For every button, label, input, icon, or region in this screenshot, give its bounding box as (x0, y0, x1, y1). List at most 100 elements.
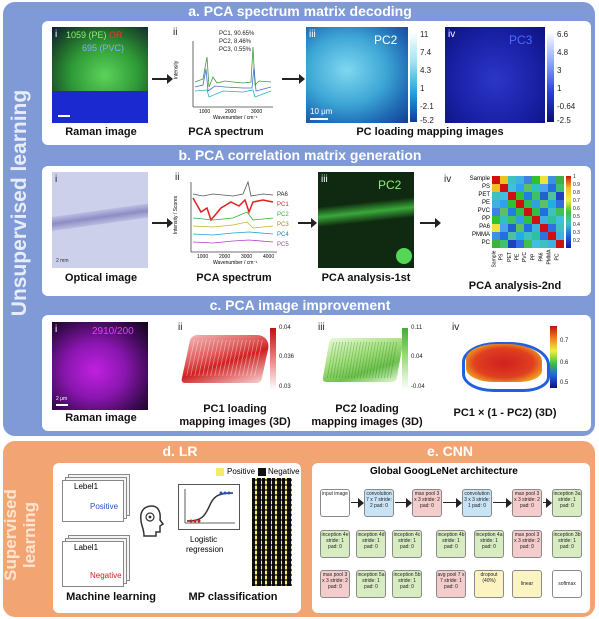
unsupervised-label: Unsupervised learning (8, 89, 31, 317)
node-maxpool-1: max pool 3 x 3 stride: 2 pad: 0 (412, 489, 442, 517)
node-inception-4a: inception 4a stride: 1 pad: 0 (474, 530, 504, 558)
pc2-label: PC2 (378, 178, 402, 192)
col-label: PA6 (538, 252, 545, 262)
arrow-e (543, 498, 552, 508)
row-label: PA6 (479, 224, 490, 230)
pc1-3d-surface-noise (186, 340, 264, 376)
caption-optical-image: Optical image (64, 272, 138, 284)
section-a-title: a. PCA spectrum matrix decoding (188, 3, 412, 19)
correlation-matrix-labels: Sample PS PET PE PVC PP PA6 PMMA PC (450, 176, 490, 252)
negative-label: Negative (90, 571, 122, 580)
caption-mp-classification: MP classification (188, 591, 278, 603)
colorbar-pc3 (547, 32, 554, 122)
colorbar-pc2-3d (402, 328, 408, 390)
doc-stack-positive: Lebel1 Positive (62, 474, 132, 522)
node-inception-5a: inception 5a stride: 1 pad: 0 (356, 570, 386, 598)
cb-tick: 4.8 (557, 48, 569, 57)
pc2-3d-surface-noise (326, 342, 400, 378)
arrow-e (493, 498, 512, 508)
legend-pc4: PC4 (277, 232, 289, 238)
x-tick-2000: 2000 (219, 254, 231, 260)
node-maxpool-3: max pool 3 x 3 stride: 2 pad: 0 (512, 530, 542, 558)
colorbar-pc2 (410, 32, 417, 122)
cb-tick: 0.7 (560, 338, 569, 344)
row-label: PP (481, 216, 490, 222)
y-axis-label: Intensity / Scores (173, 195, 180, 235)
arrow-b2 (298, 218, 317, 228)
caption-pc2-mapping: mapping images (3D) (311, 416, 423, 428)
cb-tick: 0.04 (411, 354, 423, 360)
roman-numeral: ii (178, 322, 183, 333)
scale-label: 2 μm (56, 396, 68, 402)
pc1-pc2-3d-surface (466, 344, 542, 382)
correlation-matrix-heatmap (492, 176, 564, 248)
cb-tick: 0.6 (560, 360, 569, 366)
regression-label: regression (186, 545, 224, 554)
caption-pc1-loading: PC1 loading (203, 403, 267, 415)
cb-tick: 1 (557, 84, 562, 93)
scale-bar (58, 115, 70, 117)
roman-numeral: iv (444, 174, 452, 185)
row-label: PMMA (472, 232, 490, 238)
colorbar-correlation (566, 176, 571, 248)
raman-image-a: i 1059 (PE) OR 695 (PVC) (52, 27, 148, 123)
col-label: PP (530, 253, 537, 261)
section-e-title: e. CNN (427, 443, 473, 459)
scale-bar (310, 118, 328, 120)
doc-label: Lebel1 (74, 482, 99, 491)
cb-tick: 1 (420, 84, 425, 93)
section-d-title: d. LR (162, 443, 198, 459)
row-label: PET (478, 192, 490, 198)
scale-label: 2 mm (56, 258, 69, 264)
cb-tick: 3 (557, 66, 562, 75)
green-spot (396, 248, 412, 264)
node-inception-4b: inception 4b stride: 1 pad: 0 (436, 530, 466, 558)
spectrum-a-svg (192, 41, 273, 108)
col-label: PVC (522, 251, 529, 263)
row-label: PVC (477, 208, 490, 214)
caption-pca-spectrum-b: PCA spectrum (196, 272, 272, 284)
roman-numeral: iii (321, 174, 328, 185)
architecture-title: Global GoogLeNet architecture (370, 466, 518, 477)
cb-tick: 6.6 (557, 30, 569, 39)
x-tick-4000: 4000 (263, 254, 275, 260)
pvc-label: 695 (PVC) (82, 43, 125, 53)
cb-tick: -2.5 (557, 116, 571, 125)
pc2-label: PC2 (374, 33, 398, 47)
node-inception-3b: inception 3b stride: 1 pad: 0 (552, 530, 582, 558)
roman-numeral: ii (173, 27, 178, 38)
row-label: PC (481, 240, 490, 246)
caption-raman-image: Raman image (65, 126, 137, 138)
scale-bar (56, 404, 68, 406)
fiber-band (52, 201, 148, 233)
node-maxpool-4: max pool 3 x 3 stride: 2 pad: 0 (320, 570, 350, 598)
col-label: Sample (491, 250, 498, 268)
node-convolution-7x7: convolution 7 x 7 stride: 2 pad: 0 (364, 489, 394, 517)
arrow-b3 (420, 218, 441, 228)
cb-tick: 1 (573, 174, 576, 180)
x-tick-1000: 1000 (199, 109, 211, 115)
mp-classification-grid (252, 478, 292, 586)
legend-pc3: PC3 (277, 222, 289, 228)
node-inception-4e: inception 4e stride: 1 pad: 0 (320, 530, 350, 558)
cb-tick: -2.1 (420, 102, 434, 111)
cb-tick: 4.3 (420, 66, 432, 75)
caption-pc2-loading: PC2 loading (335, 403, 399, 415)
legend-pc2: PC2 (277, 212, 289, 218)
cb-tick: -5.2 (420, 116, 434, 125)
legend-pc1: PC1, 90.65% (219, 31, 255, 37)
caption-pc1-mapping: mapping images (3D) (179, 416, 291, 428)
pc2-loading-image: iii PC2 10 μm (306, 27, 408, 123)
caption-pc1-times-pc2: PC1 × (1 - PC2) (3D) (453, 407, 557, 419)
doc-stack-negative: Label1 Negative (62, 535, 132, 587)
colorbar-pc1-3d (270, 328, 276, 390)
optical-image: i 2 mm (52, 172, 148, 268)
roman-numeral: iii (309, 29, 316, 40)
legend-negative: Negative (268, 467, 300, 476)
legend-positive: Positive (227, 467, 256, 476)
legend-pc5: PC5 (277, 242, 289, 248)
raman-image-c: i 2910/200 2 μm (52, 322, 148, 410)
node-softmax: softmax (552, 570, 582, 598)
legend-pc1: PC1 (277, 202, 289, 208)
cb-tick: 0.04 (279, 325, 291, 331)
